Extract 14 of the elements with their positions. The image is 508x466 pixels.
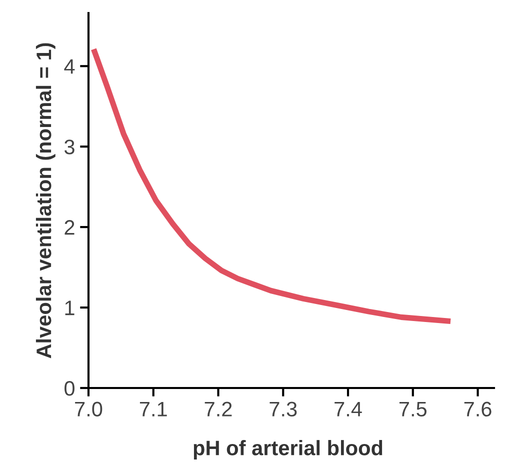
x-tick-label: 7.3 xyxy=(270,402,297,416)
y-tick-label: 1 xyxy=(65,300,74,316)
y-tick-label: 4 xyxy=(64,59,75,74)
y-tick-label: 3 xyxy=(64,140,74,154)
y-axis-title: Alveolar ventilation (normal = 1) xyxy=(36,43,56,358)
x-tick-label: 7.0 xyxy=(75,402,102,416)
x-tick-label: 7.4 xyxy=(334,402,362,416)
x-tick-label: 7.1 xyxy=(140,402,167,416)
y-tick-label: 0 xyxy=(64,381,74,396)
x-tick-label: 7.5 xyxy=(399,402,427,416)
y-tick-label: 2 xyxy=(64,220,74,235)
x-axis-title: pH of arterial blood xyxy=(194,440,382,460)
x-tick-label: 7.2 xyxy=(204,402,232,416)
x-tick-label: 7.6 xyxy=(464,402,492,416)
